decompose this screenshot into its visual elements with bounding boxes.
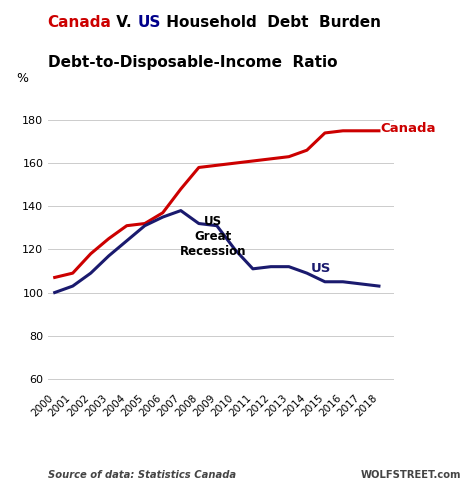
Text: US: US [137,15,161,30]
Text: %: % [16,72,28,85]
Text: US
Great
Recession: US Great Recession [180,215,247,258]
Text: Canada: Canada [48,15,111,30]
Text: WOLFSTREET.com: WOLFSTREET.com [360,469,461,480]
Text: Canada: Canada [381,122,436,135]
Text: Debt-to-Disposable-Income  Ratio: Debt-to-Disposable-Income Ratio [48,55,337,70]
Text: V.: V. [111,15,137,30]
Text: Source of data: Statistics Canada: Source of data: Statistics Canada [48,469,236,480]
Text: Household  Debt  Burden: Household Debt Burden [161,15,380,30]
Text: US: US [311,262,331,275]
